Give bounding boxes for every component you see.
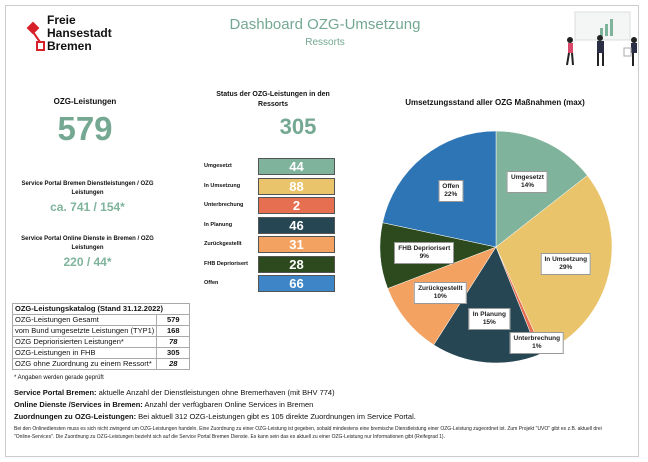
- pie-data-label: Offen 22%: [438, 180, 464, 203]
- slice-label: In Planung: [472, 310, 506, 318]
- online-dienste-value: 220 / 44*: [63, 255, 112, 269]
- status-value: 44: [258, 158, 335, 175]
- catalog-table: OZG-Leistungskatalog (Stand 31.12.2022) …: [11, 303, 191, 370]
- pie-data-label: Unterbrechung 1%: [509, 332, 565, 355]
- catalog-note: * Angaben werden gerade geprüft: [14, 375, 104, 381]
- description-term: Service Portal Bremen:: [14, 388, 97, 397]
- status-value: 28: [258, 255, 335, 273]
- slice-label: FHB Depriorisert: [398, 244, 451, 252]
- description-line: Zuordnungen zu OZG-Leistungen: Bei aktue…: [14, 412, 416, 421]
- slice-percent: 9%: [419, 252, 429, 260]
- pie-data-label: In Umsetzung 29%: [540, 253, 592, 276]
- page-title: Dashboard OZG-Umsetzung: [229, 16, 421, 33]
- page-subtitle: Ressorts: [305, 37, 345, 48]
- pie-data-label: In Planung 15%: [468, 307, 510, 330]
- service-portal-value: ca. 741 / 154*: [50, 200, 125, 214]
- slice-percent: 15%: [482, 318, 496, 326]
- slice-percent: 1%: [532, 343, 542, 351]
- logo-text: Freie Hansestadt Bremen: [47, 14, 112, 53]
- description-line: Service Portal Bremen: aktuelle Anzahl d…: [14, 388, 335, 397]
- status-label: In Umsetzung: [204, 182, 241, 189]
- status-value: 31: [258, 236, 335, 253]
- slice-label: Offen: [442, 183, 460, 191]
- slice-label: Umgesetzt: [511, 174, 544, 182]
- pie-data-label: FHB Depriorisert 9%: [394, 241, 455, 264]
- logo-line: Bremen: [47, 39, 92, 53]
- slice-label: Unterbrechung: [513, 335, 561, 343]
- slice-percent: 22%: [444, 191, 458, 199]
- team-chart-illustration-icon: [566, 11, 637, 66]
- status-value: 46: [258, 216, 335, 234]
- logo-line: Freie: [47, 13, 76, 27]
- slice-label: In Umsetzung: [544, 256, 588, 264]
- status-value: 2: [258, 197, 335, 214]
- description-line: Online Dienste /Services in Bremen: Anza…: [14, 400, 313, 409]
- slice-label: Zurückgestellt: [418, 284, 463, 292]
- slice-percent: 10%: [433, 292, 447, 300]
- status-title: Status der OZG-Leistungen in den Ressort…: [216, 91, 330, 108]
- status-label: Offen: [204, 280, 219, 286]
- table-row: OZG Depriorisierten Leistungen* 78: [11, 336, 191, 348]
- online-dienste-label: Service Portal Online Dienste in Bremen …: [21, 236, 154, 251]
- description-text: aktuelle Anzahl der Dienstleistungen ohn…: [96, 388, 335, 397]
- pie-title: Umsetzungsstand aller OZG Maßnahmen (max…: [405, 98, 585, 107]
- status-label: Unterbrechung: [204, 202, 244, 208]
- description-text: Anzahl der verfügbaren Online Services i…: [142, 400, 314, 409]
- description-term: Zuordnungen zu OZG-Leistungen:: [14, 412, 137, 421]
- status-value: 66: [258, 275, 335, 292]
- ozg-value: 579: [57, 110, 113, 147]
- bremen-key-logo-icon: [26, 21, 45, 51]
- ozg-title: OZG-Leistungen: [53, 97, 117, 106]
- service-portal-label: Service Portal Bremen Dienstleistungen /…: [21, 181, 154, 196]
- page-frame: [5, 5, 639, 457]
- row-value: 28: [156, 358, 191, 370]
- pie-data-label: Umgesetzt 14%: [507, 171, 548, 194]
- description-text: Bei aktuell 312 OZG-Leistungen gibt es 1…: [136, 412, 416, 421]
- status-label: In Planung: [204, 221, 233, 228]
- row-label: OZG ohne Zuordnung zu einem Ressort*: [11, 358, 158, 370]
- fine-print: Bei den Onlinediensten muss es sich nich…: [14, 426, 602, 440]
- slice-percent: 14%: [520, 182, 534, 190]
- slice-percent: 29%: [559, 264, 573, 272]
- status-label: Umgesetzt: [204, 163, 232, 169]
- description-term: Online Dienste /Services in Bremen:: [14, 400, 143, 409]
- table-row: OZG ohne Zuordnung zu einem Ressort* 28: [11, 358, 191, 370]
- status-total: 305: [279, 114, 317, 139]
- status-value: 88: [258, 177, 335, 195]
- status-label: Zurückgestellt: [204, 241, 242, 247]
- table-row: OZG-Leistungen in FHB 305: [11, 347, 191, 359]
- pie-data-label: Zurückgestellt 10%: [414, 281, 467, 304]
- logo-line: Hansestadt: [47, 26, 112, 40]
- status-label: FHB Depriorisert: [204, 260, 249, 267]
